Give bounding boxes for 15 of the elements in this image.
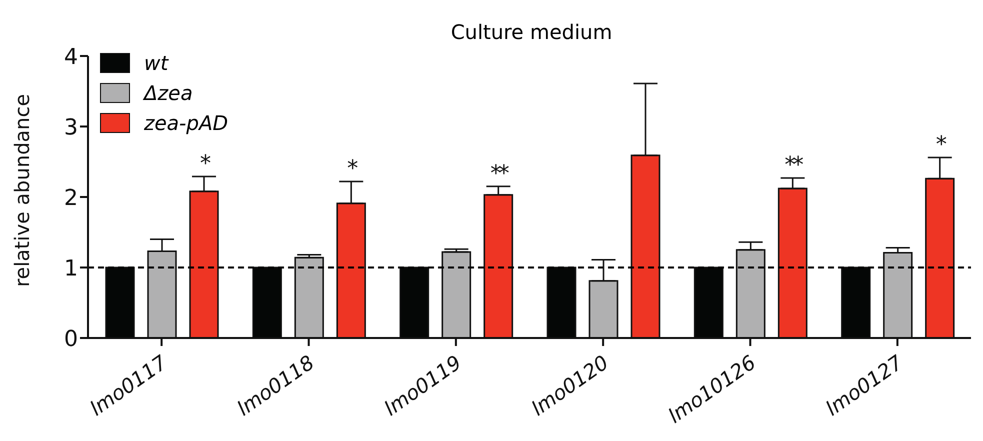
data-label: ** xyxy=(784,152,804,178)
y-tick-label: 4 xyxy=(64,44,78,70)
y-tick-label: 1 xyxy=(64,256,78,282)
y-tick-label: 3 xyxy=(64,115,78,140)
data-label: * xyxy=(936,132,947,158)
chart-title: Culture medium xyxy=(450,20,614,44)
y-axis-title: relative abundance xyxy=(10,94,34,287)
y-tick-label: 2 xyxy=(64,186,78,211)
data-label: * xyxy=(347,156,358,182)
data-label: ** xyxy=(490,161,510,186)
data-label: * xyxy=(200,152,211,177)
legend-label: zea-pAD xyxy=(144,111,228,135)
legend-label: Δzea xyxy=(144,81,193,105)
y-tick-label: 0 xyxy=(64,326,78,352)
legend-label: wt xyxy=(144,51,168,75)
